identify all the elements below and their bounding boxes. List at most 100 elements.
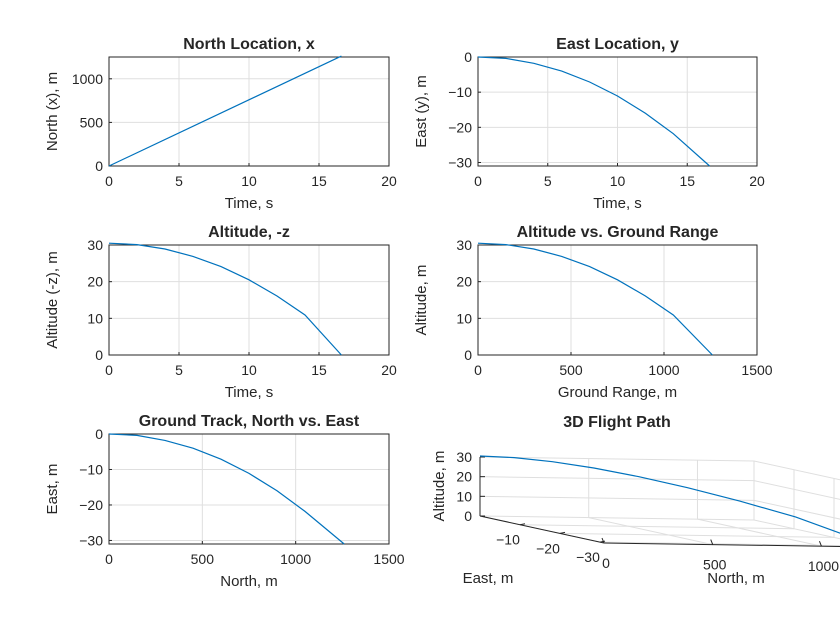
x-tick-label: 0 — [474, 173, 482, 189]
series-line — [477, 242, 713, 356]
x-tick-label: 0 — [105, 362, 113, 378]
y-tick-label: 0 — [95, 347, 103, 363]
x-tick-label: 10 — [241, 362, 257, 378]
y-tick-label: 20 — [456, 274, 472, 290]
floor-gridline — [588, 517, 713, 546]
chart-title: Ground Track, North vs. East — [139, 413, 360, 430]
plot-frame — [477, 56, 758, 167]
plot-area — [108, 433, 390, 545]
series-line — [108, 55, 342, 167]
subplot-3: 0 5 10 15 20 0 10 20 30 Altitude, -z Time, s Altitu… — [44, 224, 397, 401]
y-axis-label: East, m — [44, 464, 61, 515]
plot-frame — [108, 433, 390, 545]
y-tick-label: 0 — [95, 426, 103, 442]
y-tick-label: −20 — [448, 119, 472, 135]
back-wall-gridline — [479, 515, 755, 521]
east-tick-label: −10 — [496, 532, 520, 548]
north-tick-mark — [601, 537, 605, 544]
floor-gridline — [559, 532, 835, 538]
x-tick-label: 1500 — [373, 551, 404, 567]
y-tick-label: 1000 — [72, 71, 103, 87]
floor-gridline — [697, 518, 822, 547]
y-tick-label: 20 — [87, 274, 103, 290]
north-tick-label: 1000 — [808, 558, 839, 574]
altitude-tick-label: 0 — [464, 508, 472, 524]
back-wall-gridline — [479, 495, 755, 501]
y-tick-label: 30 — [87, 237, 103, 253]
chart-title: Altitude, -z — [208, 224, 290, 241]
north-tick-label: 0 — [602, 555, 610, 571]
x-tick-label: 5 — [544, 173, 552, 189]
x-tick-label: 1000 — [648, 362, 679, 378]
altitude-tick-label: 30 — [456, 449, 472, 465]
series-line — [108, 242, 342, 356]
chart-title: North Location, x — [183, 36, 315, 53]
y-tick-label: −30 — [448, 154, 472, 170]
x-tick-label: 0 — [105, 173, 113, 189]
x-tick-label: 20 — [381, 362, 397, 378]
y-axis-label: East, m — [463, 570, 514, 587]
x-axis-label: Ground Range, m — [558, 384, 677, 401]
north-axis — [603, 542, 840, 547]
x-tick-label: 500 — [191, 551, 215, 567]
x-axis-label: North, m — [707, 570, 765, 587]
series-line — [477, 56, 710, 167]
back-wall-gridline — [479, 456, 755, 462]
side-wall-gridline — [753, 499, 840, 520]
y-axis-label: Altitude (-z), m — [44, 251, 61, 349]
chart-title: East Location, y — [556, 36, 679, 53]
series-line — [108, 433, 345, 545]
x-tick-label: 5 — [175, 362, 183, 378]
east-tick-label: −30 — [576, 549, 600, 565]
x-axis-label: Time, s — [225, 195, 274, 212]
side-wall-gridline — [753, 480, 840, 500]
side-wall-gridline — [753, 460, 840, 481]
y-axis-label: Altitude, m — [413, 265, 430, 336]
y-tick-label: 10 — [87, 310, 103, 326]
y-tick-label: 10 — [456, 310, 472, 326]
x-tick-label: 1500 — [741, 362, 772, 378]
plot-area — [477, 244, 758, 356]
y-tick-label: −20 — [79, 497, 103, 513]
series-line — [479, 455, 840, 534]
x-tick-label: 20 — [749, 173, 765, 189]
north-tick-mark — [818, 540, 822, 547]
x-axis-label: North, m — [220, 573, 278, 590]
back-wall-gridline — [479, 476, 755, 482]
floor-gridline — [599, 541, 840, 547]
north-tick-mark — [710, 539, 714, 545]
altitude-tick-label: 20 — [456, 469, 472, 485]
y-axis-label: East (y), m — [413, 75, 430, 148]
y-tick-label: −30 — [79, 532, 103, 548]
x-tick-label: 500 — [559, 362, 583, 378]
y-tick-label: −10 — [79, 461, 103, 477]
subplot-2: 0 5 10 15 20 −30 −20 −10 0 East Location, y Time, … — [413, 36, 765, 212]
subplot-5: 0 500 1000 1500 −30 −20 −10 0 Ground Track, Nort… — [44, 413, 405, 590]
y-tick-label: −10 — [448, 84, 472, 100]
plot-frame — [108, 56, 390, 167]
x-tick-label: 0 — [105, 551, 113, 567]
x-tick-label: 15 — [679, 173, 695, 189]
y-tick-label: 0 — [464, 347, 472, 363]
y-tick-label: 500 — [80, 114, 104, 130]
z-axis-label: Altitude, m — [431, 451, 448, 522]
x-tick-label: 0 — [474, 362, 482, 378]
x-tick-label: 15 — [311, 173, 327, 189]
floor-gridline — [519, 524, 795, 530]
x-tick-label: 1000 — [280, 551, 311, 567]
y-axis-label: North (x), m — [44, 72, 61, 151]
plot-frame — [108, 244, 390, 356]
x-axis-label: Time, s — [225, 384, 274, 401]
side-wall-gridline — [753, 519, 840, 540]
chart-title: 3D Flight Path — [563, 414, 671, 431]
east-tick-mark — [559, 531, 566, 534]
subplot-1: 0 5 10 15 20 0 500 1000 North Location, x Time, s… — [44, 36, 397, 212]
y-tick-label: 0 — [95, 158, 103, 174]
x-axis-label: Time, s — [593, 195, 642, 212]
east-tick-mark — [599, 540, 606, 543]
east-axis — [479, 515, 605, 544]
x-tick-label: 10 — [241, 173, 257, 189]
north-tick-label: 500 — [703, 557, 727, 573]
x-tick-label: 20 — [381, 173, 397, 189]
